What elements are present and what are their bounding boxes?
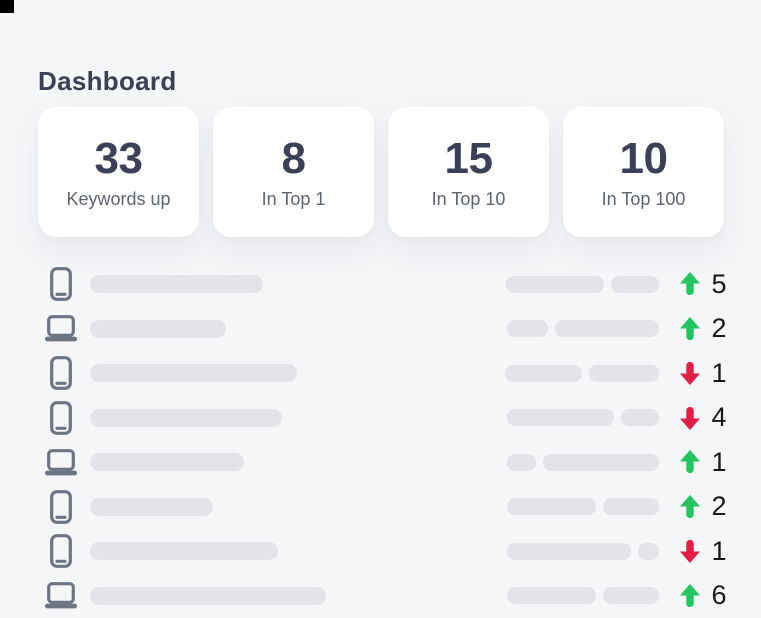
keyword-row[interactable]: 5 — [0, 262, 761, 307]
change-arrow-cell — [680, 584, 700, 608]
rank-placeholder-bar — [555, 320, 659, 337]
arrow-up-icon — [680, 272, 700, 296]
arrow-up-icon — [680, 317, 700, 341]
keyword-row[interactable]: 1 — [0, 440, 761, 485]
rank-group — [507, 320, 659, 337]
rank-placeholder-bar — [603, 498, 659, 515]
change-value: 4 — [702, 404, 736, 431]
stat-value: 8 — [282, 137, 306, 181]
rank-placeholder-bar — [638, 543, 659, 560]
laptop-icon — [44, 315, 78, 342]
rank-placeholder-bar — [507, 409, 614, 426]
phone-icon — [50, 490, 72, 524]
device-cell — [43, 582, 79, 609]
rank-group — [507, 409, 659, 426]
change-value: 5 — [702, 271, 736, 298]
rank-group — [507, 587, 659, 604]
rank-placeholder-bar — [611, 276, 659, 293]
change-value: 1 — [702, 449, 736, 476]
stat-card-keywords-up: 33 Keywords up — [38, 107, 199, 237]
phone-icon — [50, 356, 72, 390]
stat-value: 15 — [445, 137, 493, 181]
arrow-up-icon — [680, 584, 700, 608]
change-arrow-cell — [680, 272, 700, 296]
arrow-up-icon — [680, 495, 700, 519]
rank-placeholder-bar — [507, 587, 596, 604]
laptop-icon — [44, 449, 78, 476]
device-cell — [43, 267, 79, 301]
stat-label: In Top 100 — [602, 190, 686, 208]
change-arrow-cell — [680, 406, 700, 430]
phone-icon — [50, 401, 72, 435]
keyword-placeholder-bar — [90, 409, 282, 427]
keyword-row[interactable]: 4 — [0, 396, 761, 441]
screenshot-corner-artifact — [0, 0, 14, 13]
stat-label: Keywords up — [66, 190, 170, 208]
arrow-down-icon — [680, 539, 700, 563]
rank-placeholder-bar — [507, 498, 596, 515]
change-arrow-cell — [680, 495, 700, 519]
rank-placeholder-bar — [507, 543, 631, 560]
rank-placeholder-bar — [603, 587, 659, 604]
keyword-placeholder-bar — [90, 542, 278, 560]
rank-group — [505, 365, 659, 382]
phone-icon — [50, 534, 72, 568]
stat-value: 10 — [620, 137, 668, 181]
stats-card-row: 33 Keywords up 8 In Top 1 15 In Top 10 1… — [38, 107, 724, 237]
stat-card-in-top-1: 8 In Top 1 — [213, 107, 374, 237]
rank-group — [507, 543, 659, 560]
rank-placeholder-bar — [543, 454, 659, 471]
keyword-row[interactable]: 1 — [0, 351, 761, 396]
change-value: 6 — [702, 582, 736, 609]
change-arrow-cell — [680, 317, 700, 341]
keyword-placeholder-bar — [90, 498, 213, 516]
change-arrow-cell — [680, 361, 700, 385]
keyword-placeholder-bar — [90, 587, 326, 605]
arrow-down-icon — [680, 361, 700, 385]
laptop-icon — [44, 582, 78, 609]
device-cell — [43, 490, 79, 524]
rank-group — [507, 498, 659, 515]
rank-placeholder-bar — [621, 409, 659, 426]
keyword-placeholder-bar — [90, 364, 297, 382]
rank-group — [507, 454, 659, 471]
arrow-up-icon — [680, 450, 700, 474]
keyword-placeholder-bar — [90, 275, 263, 293]
change-value: 1 — [702, 538, 736, 565]
stat-label: In Top 10 — [432, 190, 506, 208]
page-title: Dashboard — [38, 66, 177, 97]
keyword-row[interactable]: 2 — [0, 307, 761, 352]
keyword-placeholder-bar — [90, 453, 244, 471]
keyword-placeholder-bar — [90, 320, 226, 338]
rank-placeholder-bar — [506, 276, 604, 293]
change-value: 2 — [702, 315, 736, 342]
keyword-list: 5 — [0, 262, 761, 618]
device-cell — [43, 534, 79, 568]
device-cell — [43, 449, 79, 476]
change-arrow-cell — [680, 539, 700, 563]
change-value: 1 — [702, 360, 736, 387]
rank-placeholder-bar — [589, 365, 659, 382]
rank-placeholder-bar — [507, 320, 548, 337]
stat-card-in-top-10: 15 In Top 10 — [388, 107, 549, 237]
stat-value: 33 — [95, 137, 143, 181]
phone-icon — [50, 267, 72, 301]
rank-placeholder-bar — [507, 454, 536, 471]
device-cell — [43, 401, 79, 435]
keyword-row[interactable]: 2 — [0, 485, 761, 530]
rank-group — [506, 276, 659, 293]
change-arrow-cell — [680, 450, 700, 474]
device-cell — [43, 315, 79, 342]
keyword-row[interactable]: 6 — [0, 574, 761, 618]
stat-label: In Top 1 — [262, 190, 326, 208]
arrow-down-icon — [680, 406, 700, 430]
stat-card-in-top-100: 10 In Top 100 — [563, 107, 724, 237]
rank-placeholder-bar — [505, 365, 582, 382]
change-value: 2 — [702, 493, 736, 520]
keyword-row[interactable]: 1 — [0, 529, 761, 574]
device-cell — [43, 356, 79, 390]
